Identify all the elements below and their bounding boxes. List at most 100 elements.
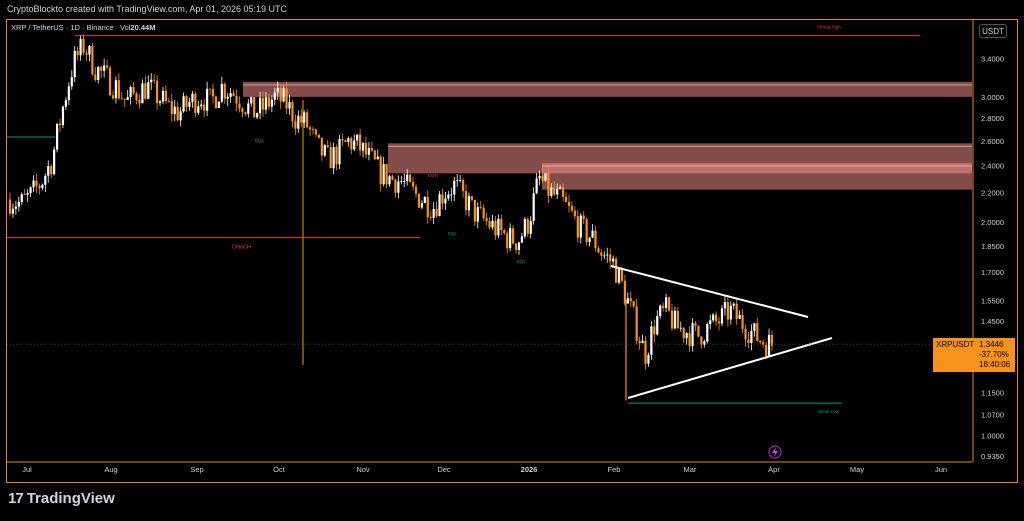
candle-body	[279, 87, 282, 102]
candle-body	[55, 123, 59, 150]
candle-body	[403, 180, 406, 182]
y-tick-label: 2.8000	[981, 114, 1004, 123]
candle-body	[591, 230, 594, 238]
candle-body	[397, 181, 400, 193]
supply-zone	[243, 81, 972, 97]
candle-body	[556, 188, 559, 195]
candle-body	[338, 138, 341, 165]
triangle-lower-line	[627, 337, 833, 399]
currency-selector[interactable]: USDT	[979, 24, 1007, 38]
candle-body	[391, 176, 394, 180]
choch-label: CHoCH	[232, 245, 251, 251]
candle-body	[264, 97, 268, 110]
candle-body	[206, 88, 209, 111]
candle-body	[609, 254, 612, 262]
candle-body	[135, 93, 138, 101]
candle-body	[144, 83, 147, 99]
y-tick-label: 3.4000	[981, 54, 1004, 63]
candle-body	[500, 218, 503, 231]
y-tick-label: 3.0000	[981, 93, 1004, 102]
x-tick-label: Oct	[273, 465, 286, 474]
candle-body	[20, 194, 23, 202]
candle-body	[738, 314, 741, 319]
candle-body	[111, 95, 115, 99]
candle-body	[526, 219, 529, 234]
candle-body	[417, 193, 421, 208]
candle-body	[167, 101, 170, 102]
candle-body	[529, 220, 532, 234]
candle-body	[303, 112, 306, 123]
candle-body	[579, 215, 582, 238]
candle-body	[241, 108, 244, 113]
candle-body	[85, 52, 88, 55]
candle-body	[8, 199, 12, 214]
candle-body	[682, 327, 685, 339]
y-tick-label: 2.6000	[981, 137, 1004, 146]
candle-body	[217, 101, 220, 109]
candle-body	[382, 164, 385, 185]
candle-body	[461, 180, 465, 191]
candle-body	[123, 98, 126, 100]
candle-body	[532, 193, 535, 221]
x-tick-label: Mar	[684, 465, 697, 474]
candle-body	[353, 140, 356, 150]
candle-body	[250, 97, 253, 104]
candle-body	[703, 341, 706, 345]
candle-body	[453, 180, 456, 195]
candle-body	[76, 50, 79, 56]
candle-body	[656, 315, 659, 335]
x-tick-label: Apr	[768, 465, 780, 474]
candle-body	[635, 306, 638, 341]
candle-body	[11, 208, 15, 214]
candle-body	[750, 330, 753, 344]
candle-body	[306, 112, 309, 128]
candle-body	[756, 323, 759, 341]
candle-body	[723, 302, 727, 309]
candle-body	[244, 112, 247, 114]
candle-body	[61, 106, 65, 126]
candle-body	[673, 310, 677, 329]
brand-name: TradingView	[26, 490, 115, 507]
candle-body	[676, 310, 679, 329]
candle-body	[291, 101, 294, 122]
x-tick-label: Jun	[935, 465, 947, 474]
candle-body	[373, 150, 376, 160]
weak-low-label: Weak Low	[818, 409, 840, 414]
candle-body	[197, 106, 200, 113]
candle-body	[182, 96, 185, 112]
candle-body	[473, 199, 476, 222]
candle-body	[388, 176, 391, 185]
candle-body	[91, 45, 94, 75]
candle-body	[94, 74, 97, 80]
y-tick-label: 2.4000	[981, 162, 1004, 171]
x-tick-label: May	[850, 465, 864, 474]
candle-body	[64, 100, 67, 107]
candle-body	[261, 97, 265, 110]
candle-body	[38, 186, 41, 188]
candle-body	[411, 181, 415, 187]
candle-body	[617, 268, 621, 283]
candle-body	[364, 142, 368, 155]
candle-body	[67, 86, 70, 101]
candle-body	[226, 96, 229, 99]
lightning-bolt-icon	[772, 447, 778, 457]
candle-body	[297, 115, 300, 129]
tradingview-brand[interactable]: 17 TradingView	[8, 490, 115, 507]
candle-body	[400, 181, 403, 182]
candle-body	[573, 210, 576, 217]
x-tick-label: Nov	[356, 465, 370, 474]
candle-body	[709, 320, 712, 325]
candle-body	[435, 209, 438, 217]
lightning-icon[interactable]	[768, 445, 782, 459]
x-tick-label: Feb	[608, 465, 621, 474]
candle-body	[256, 113, 259, 118]
candle-body	[191, 93, 194, 102]
candle-body	[323, 145, 326, 156]
x-tick-label: Dec	[437, 465, 451, 474]
candle-body	[185, 96, 188, 107]
price-chart[interactable]: Jul Aug Sep Oct Nov Dec 2026 Feb Mar Apr May Jun 3.4…	[0, 0, 1024, 484]
candle-body	[179, 111, 182, 121]
candle-body	[576, 216, 579, 238]
candle-body	[476, 207, 479, 222]
candle-body	[650, 326, 653, 355]
